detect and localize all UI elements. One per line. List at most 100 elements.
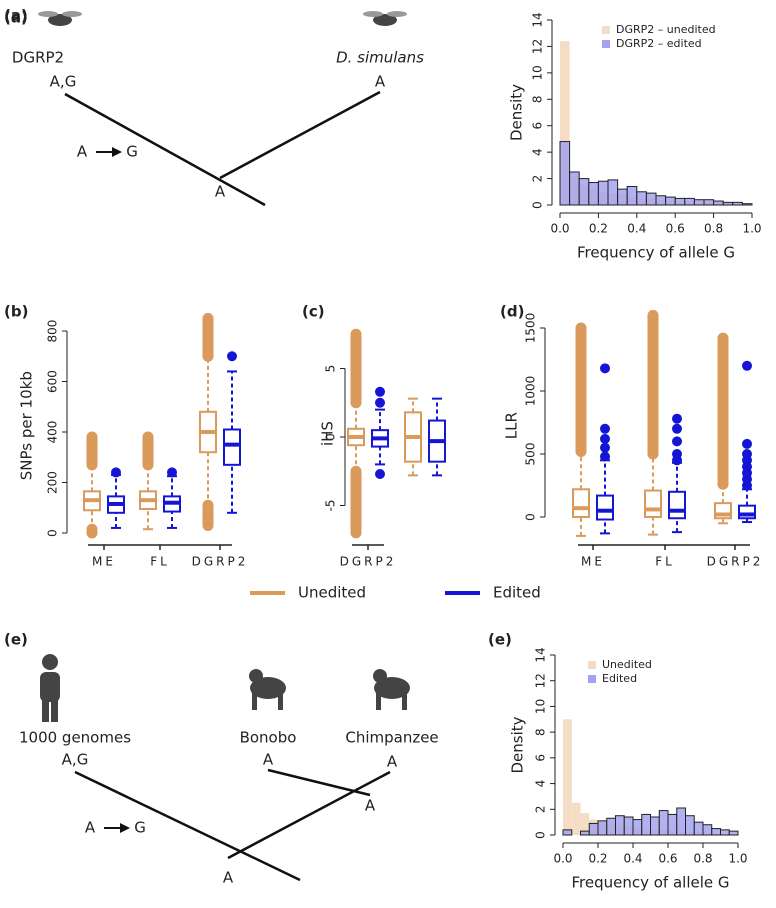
x-tick-label: 0.2 [589, 222, 608, 236]
y-tick-label: 500 [524, 443, 538, 466]
y-tick-label: 10 [531, 65, 545, 80]
branch [227, 770, 391, 860]
bar [578, 178, 590, 206]
y-axis-label: iHS [319, 421, 337, 446]
node-label: A,G [50, 73, 77, 91]
box [596, 494, 614, 521]
y-tick-label: 0 [531, 201, 545, 209]
bar [606, 817, 616, 836]
outlier [742, 438, 752, 449]
outlier [600, 363, 610, 374]
node-label: A [85, 819, 96, 837]
y-tick-label: 1500 [524, 313, 538, 344]
branch [74, 770, 301, 882]
node-label: A [223, 869, 234, 887]
bar [617, 188, 628, 206]
outlier [375, 468, 385, 479]
y-tick-label: 4 [534, 780, 548, 788]
bar [626, 186, 638, 206]
x-tick-label: DGRP2 [192, 555, 249, 569]
x-tick-label: 1.0 [742, 222, 761, 236]
legend-label: Edited [493, 584, 541, 602]
bar [728, 830, 739, 836]
y-tick-label: 12 [531, 39, 545, 54]
x-tick-label: 0.6 [658, 852, 677, 866]
bar [693, 821, 704, 836]
bar [597, 180, 609, 206]
outlier [742, 449, 752, 459]
outlier [600, 423, 610, 434]
node-label: D. simulans [336, 49, 424, 67]
legend-swatch [602, 26, 610, 34]
panel-label: (e) [4, 631, 28, 649]
y-tick-label: 400 [46, 421, 60, 444]
x-tick-label: 1.0 [728, 852, 747, 866]
x-tick-label: DGRP2 [340, 555, 397, 569]
y-tick-label: -5 [324, 500, 338, 512]
node-label: G [134, 819, 146, 837]
bar [597, 820, 608, 836]
outlier [111, 467, 121, 478]
node-label: A [215, 183, 226, 201]
panel-label: (d) [500, 303, 524, 321]
y-tick-label: 8 [531, 95, 545, 103]
y-tick-label: 14 [534, 647, 548, 662]
y-tick-label: 0 [524, 513, 538, 521]
bar [685, 815, 695, 836]
arrow-head [112, 147, 122, 157]
node-label: 1000 genomes [19, 729, 131, 747]
node-label: A [365, 797, 376, 815]
x-tick-label: 0.8 [693, 852, 712, 866]
ape-icon [249, 669, 410, 710]
fly-icon [38, 11, 407, 26]
legend-swatch [588, 661, 596, 669]
bar [569, 171, 580, 206]
bar [588, 822, 599, 836]
outlier [672, 449, 682, 459]
x-tick-label: 0.6 [666, 222, 685, 236]
bar [607, 179, 619, 206]
bar [713, 200, 724, 206]
x-tick-label: DGRP2 [707, 555, 764, 569]
x-axis-label: Frequency of allele G [577, 244, 735, 262]
outlier [672, 423, 682, 434]
y-tick-label: 6 [531, 122, 545, 130]
x-tick-label: 0.0 [550, 222, 569, 236]
legend-swatch [588, 675, 596, 683]
outlier [742, 360, 752, 371]
y-tick-label: 4 [531, 148, 545, 156]
outlier [375, 397, 385, 408]
legend-label: DGRP2 – edited [616, 37, 702, 50]
y-tick-label: 0 [46, 529, 60, 537]
y-axis-label: SNPs per 10kb [18, 371, 36, 480]
arrow-head [120, 823, 130, 833]
node-label: G [126, 143, 138, 161]
x-tick-label: 0.4 [623, 852, 642, 866]
box [668, 490, 686, 520]
bar [563, 719, 572, 835]
bar [641, 813, 651, 836]
x-tick-label: ME [581, 555, 605, 569]
bar [636, 191, 647, 206]
legend-label: DGRP2 – unedited [616, 23, 716, 36]
bar [741, 203, 753, 206]
y-tick-label: 0 [534, 831, 548, 839]
box [644, 489, 662, 519]
node-label: A,G [62, 751, 89, 769]
bar [722, 201, 734, 206]
bar [562, 829, 573, 836]
bar [732, 201, 743, 206]
bar [571, 802, 581, 835]
x-tick-label: FL [655, 555, 675, 569]
panel-label: (e) [488, 631, 512, 649]
bar [703, 199, 715, 206]
bar [645, 192, 657, 206]
y-axis-label: LLR [503, 412, 521, 439]
y-tick-label: 2 [534, 805, 548, 813]
y-tick-label: 8 [534, 728, 548, 736]
outlier [672, 413, 682, 424]
x-tick-label: FL [150, 555, 170, 569]
bar [632, 819, 643, 836]
y-tick-label: 0 [324, 433, 338, 441]
